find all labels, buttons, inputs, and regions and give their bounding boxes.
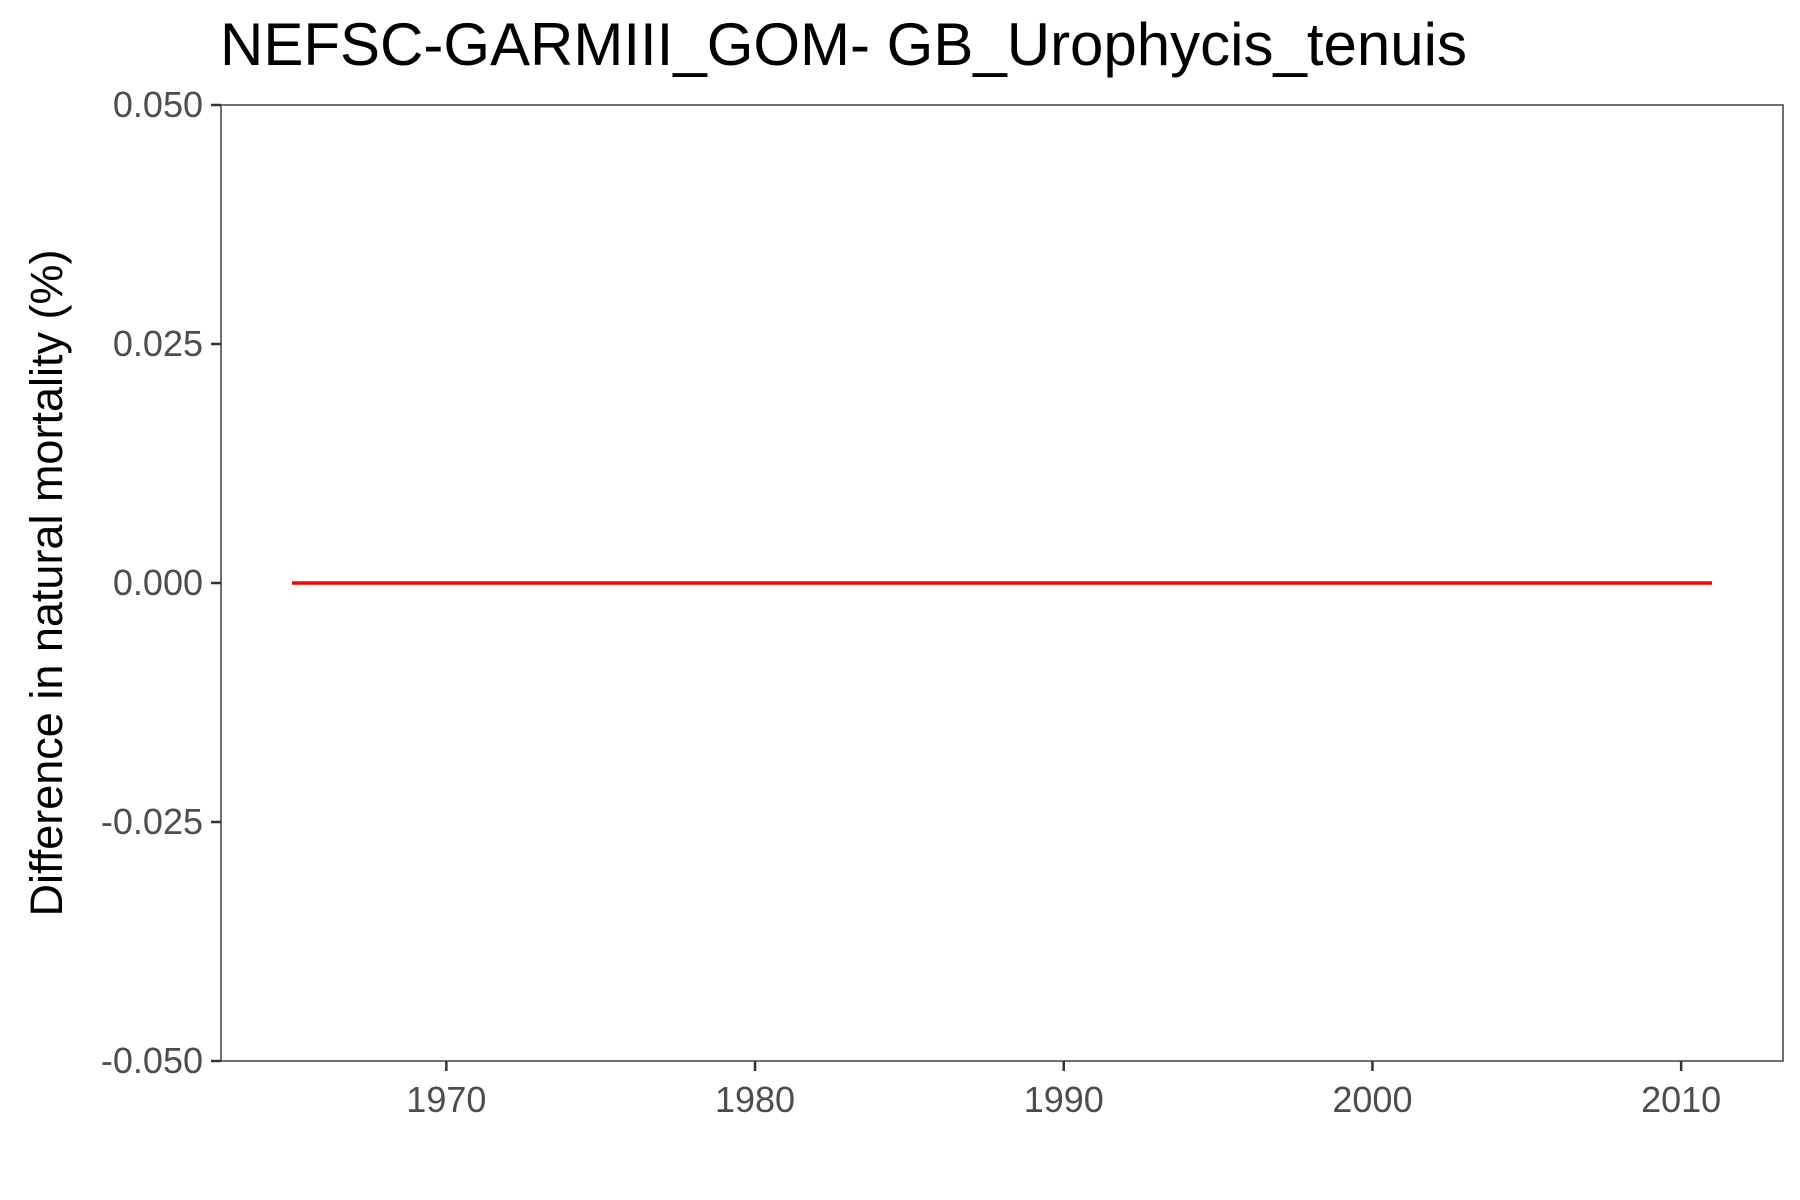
y-tick-label: 0.050 [113, 84, 203, 125]
x-tick-label: 1980 [715, 1079, 795, 1120]
y-axis-label: Difference in natural mortality (%) [21, 250, 72, 917]
y-axis: -0.050 -0.025 0.000 0.025 0.050 [101, 84, 221, 1081]
y-tick-label: -0.025 [101, 801, 203, 842]
y-tick-label: 0.025 [113, 323, 203, 364]
x-tick-label: 2000 [1332, 1079, 1412, 1120]
x-axis: 1970 1980 1990 2000 2010 [406, 1061, 1721, 1120]
x-tick-label: 1990 [1024, 1079, 1104, 1120]
chart-title: NEFSC-GARMIII_GOM- GB_Urophycis_tenuis [220, 11, 1467, 78]
y-tick-label: 0.000 [113, 562, 203, 603]
x-tick-label: 2010 [1641, 1079, 1721, 1120]
y-tick-label: -0.050 [101, 1040, 203, 1081]
x-tick-label: 1970 [406, 1079, 486, 1120]
